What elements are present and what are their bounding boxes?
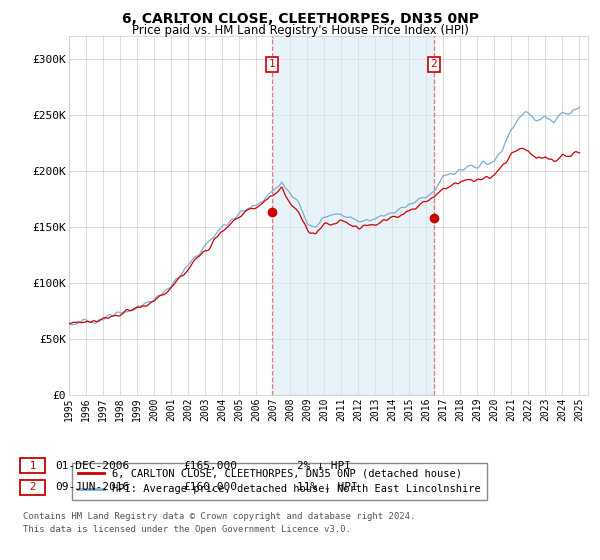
Text: 11% ↓ HPI: 11% ↓ HPI xyxy=(297,482,358,492)
Text: Contains HM Land Registry data © Crown copyright and database right 2024.
This d: Contains HM Land Registry data © Crown c… xyxy=(23,512,415,534)
Text: 2% ↓ HPI: 2% ↓ HPI xyxy=(297,461,351,471)
Text: Price paid vs. HM Land Registry's House Price Index (HPI): Price paid vs. HM Land Registry's House … xyxy=(131,24,469,36)
Legend: 6, CARLTON CLOSE, CLEETHORPES, DN35 0NP (detached house), HPI: Average price, de: 6, CARLTON CLOSE, CLEETHORPES, DN35 0NP … xyxy=(71,463,487,501)
Text: 2: 2 xyxy=(430,59,437,69)
Text: 09-JUN-2016: 09-JUN-2016 xyxy=(55,482,130,492)
Text: 01-DEC-2006: 01-DEC-2006 xyxy=(55,461,130,471)
Text: 6, CARLTON CLOSE, CLEETHORPES, DN35 0NP: 6, CARLTON CLOSE, CLEETHORPES, DN35 0NP xyxy=(121,12,479,26)
Text: 1: 1 xyxy=(268,59,275,69)
Text: £165,000: £165,000 xyxy=(183,461,237,471)
Text: 2: 2 xyxy=(23,482,43,492)
Text: £160,000: £160,000 xyxy=(183,482,237,492)
Text: 1: 1 xyxy=(23,461,43,471)
